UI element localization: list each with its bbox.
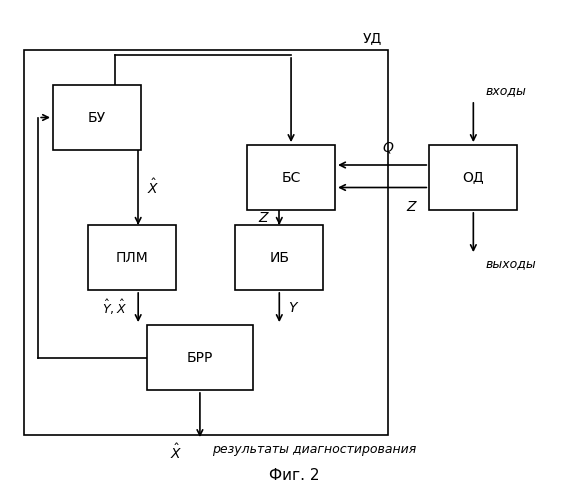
Text: ОД: ОД <box>463 170 484 184</box>
FancyBboxPatch shape <box>53 85 141 150</box>
Text: $Z$: $Z$ <box>258 210 270 224</box>
Text: $\hat{X}$: $\hat{X}$ <box>147 178 159 197</box>
FancyBboxPatch shape <box>88 225 176 290</box>
Text: Фиг. 2: Фиг. 2 <box>269 468 319 482</box>
FancyBboxPatch shape <box>247 145 335 210</box>
Text: ИБ: ИБ <box>269 250 289 264</box>
Text: ПЛМ: ПЛМ <box>116 250 149 264</box>
Text: входы: входы <box>485 84 526 98</box>
Text: результаты диагностирования: результаты диагностирования <box>212 442 416 456</box>
Text: $\hat{X}$: $\hat{X}$ <box>170 442 182 462</box>
Text: $Q$: $Q$ <box>382 140 395 155</box>
Text: БРР: БРР <box>187 350 213 364</box>
Text: БУ: БУ <box>88 110 106 124</box>
FancyBboxPatch shape <box>235 225 323 290</box>
Text: $Y$: $Y$ <box>288 300 299 314</box>
Text: БС: БС <box>282 170 300 184</box>
Text: УД: УД <box>363 31 382 45</box>
Text: $\hat{Y}, \hat{X}$: $\hat{Y}, \hat{X}$ <box>102 298 126 317</box>
Text: $Z$: $Z$ <box>406 200 417 214</box>
FancyBboxPatch shape <box>429 145 517 210</box>
Text: выходы: выходы <box>485 258 536 270</box>
FancyBboxPatch shape <box>147 325 253 390</box>
